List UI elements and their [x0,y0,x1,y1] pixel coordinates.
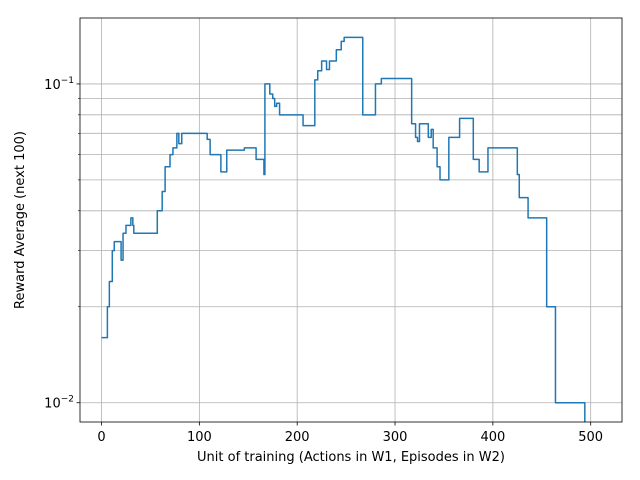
x-tick-label: 100 [187,430,212,445]
plot-area [101,36,586,422]
y-axis-label: Reward Average (next 100) [13,131,28,309]
x-tick-label: 500 [578,430,603,445]
grid [80,18,622,422]
data-line [101,36,586,422]
x-tick-label: 300 [383,430,408,445]
y-tick-label: 10−1 [44,76,74,93]
x-tick-label: 400 [480,430,505,445]
ticks: 0 100 200 300 400 500 10−2 10−1 [44,76,603,445]
x-axis-label: Unit of training (Actions in W1, Episode… [197,450,505,465]
y-tick-label: 10−2 [44,395,74,412]
axes-frame [79,17,623,423]
x-tick-label: 200 [285,430,310,445]
x-tick-label: 0 [97,430,105,445]
